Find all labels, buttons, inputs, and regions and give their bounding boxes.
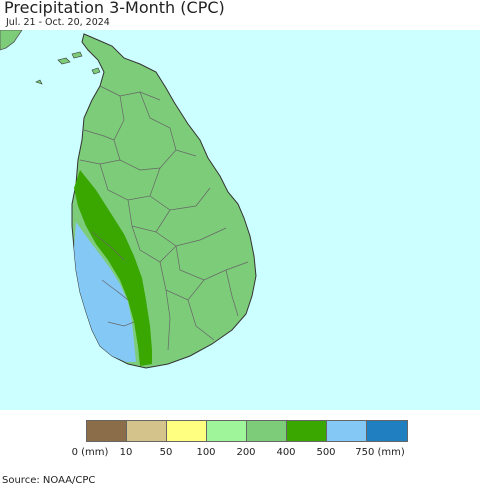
legend-swatch	[207, 421, 247, 441]
legend-label: 400	[276, 447, 296, 458]
legend-label: 50	[159, 447, 173, 458]
island	[91, 67, 101, 75]
legend-swatch	[367, 421, 407, 441]
legend-swatch	[287, 421, 327, 441]
precip-area-500-750	[74, 222, 136, 362]
legend-label: 0 (mm)	[71, 447, 109, 458]
legend-labels: 0 (mm) 10 50 100 200 400 500 750 (mm)	[0, 447, 480, 461]
legend-label: 100	[196, 447, 216, 458]
source-credit: Source: NOAA/CPC	[2, 475, 96, 486]
legend-swatch	[127, 421, 167, 441]
legend-swatch	[247, 421, 287, 441]
legend-label: 200	[236, 447, 256, 458]
legend-swatch	[327, 421, 367, 441]
precip-band-400-500	[74, 170, 152, 366]
legend-label: 750 (mm)	[355, 447, 405, 458]
legend-swatch	[87, 421, 127, 441]
precipitation-legend	[86, 420, 408, 442]
precipitation-map	[0, 30, 480, 410]
island	[71, 51, 83, 59]
india-landmass	[0, 30, 23, 51]
legend-swatch	[167, 421, 207, 441]
island	[57, 57, 71, 65]
legend-label: 500	[316, 447, 336, 458]
legend-label: 10	[119, 447, 133, 458]
island	[35, 79, 43, 85]
map-title: Precipitation 3-Month (CPC)	[4, 0, 225, 17]
date-range: Jul. 21 - Oct. 20, 2024	[6, 17, 110, 28]
district-borders	[79, 85, 249, 351]
